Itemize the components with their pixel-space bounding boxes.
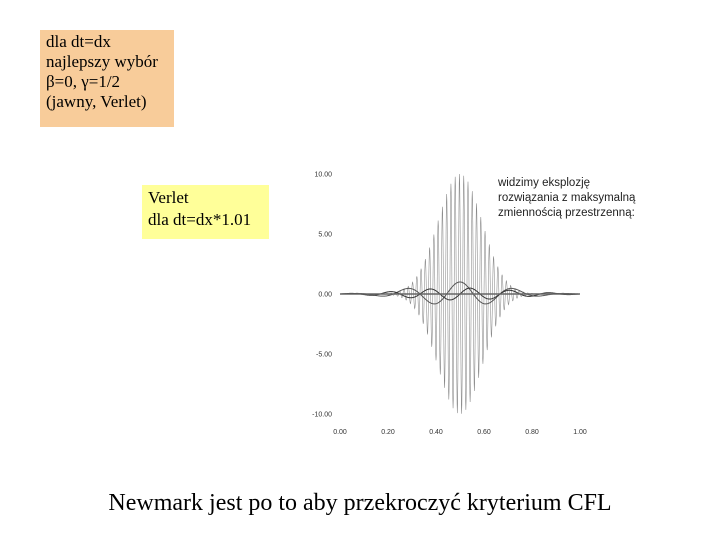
y-tick-label: 0.00: [318, 292, 332, 299]
info-line: Verlet: [148, 188, 189, 207]
info-line: dla dt=dx: [46, 32, 111, 51]
info-box-verlet: Verlet dla dt=dx*1.01: [142, 185, 269, 239]
x-tick-label: 1.00: [573, 429, 587, 436]
y-tick-label: -5.00: [316, 352, 332, 359]
slide-caption: Newmark jest po to aby przekroczyć kryte…: [108, 490, 612, 516]
annotation-line: rozwiązania z maksymalną: [498, 192, 636, 204]
x-tick-label: 0.00: [333, 429, 347, 436]
x-tick-label: 0.40: [429, 429, 443, 436]
y-tick-label: -10.00: [312, 412, 332, 419]
y-tick-label: 10.00: [314, 172, 332, 179]
info-box-best-choice: dla dt=dx najlepszy wybór β=0, γ=1/2 (ja…: [40, 30, 174, 127]
annotation-line: widzimy eksplozję: [498, 177, 591, 189]
chart-annotation: widzimy eksplozję rozwiązania z maksymal…: [498, 176, 668, 221]
x-tick-label: 0.20: [381, 429, 395, 436]
wave-explosion-chart: 10.00 5.00 0.00 -5.00 -10.00 0.00 0.20 0.40 0.60…: [312, 172, 587, 437]
info-line: dla dt=dx*1.01: [148, 210, 252, 229]
x-tick-label: 0.60: [477, 429, 491, 436]
x-tick-label: 0.80: [525, 429, 539, 436]
y-tick-label: 5.00: [318, 232, 332, 239]
info-line: β=0, γ=1/2: [46, 72, 121, 91]
info-line: (jawny, Verlet): [46, 92, 147, 111]
annotation-line: zmiennością przestrzenną:: [498, 207, 635, 219]
series-line: [339, 281, 581, 305]
info-line: najlepszy wybór: [46, 52, 158, 71]
